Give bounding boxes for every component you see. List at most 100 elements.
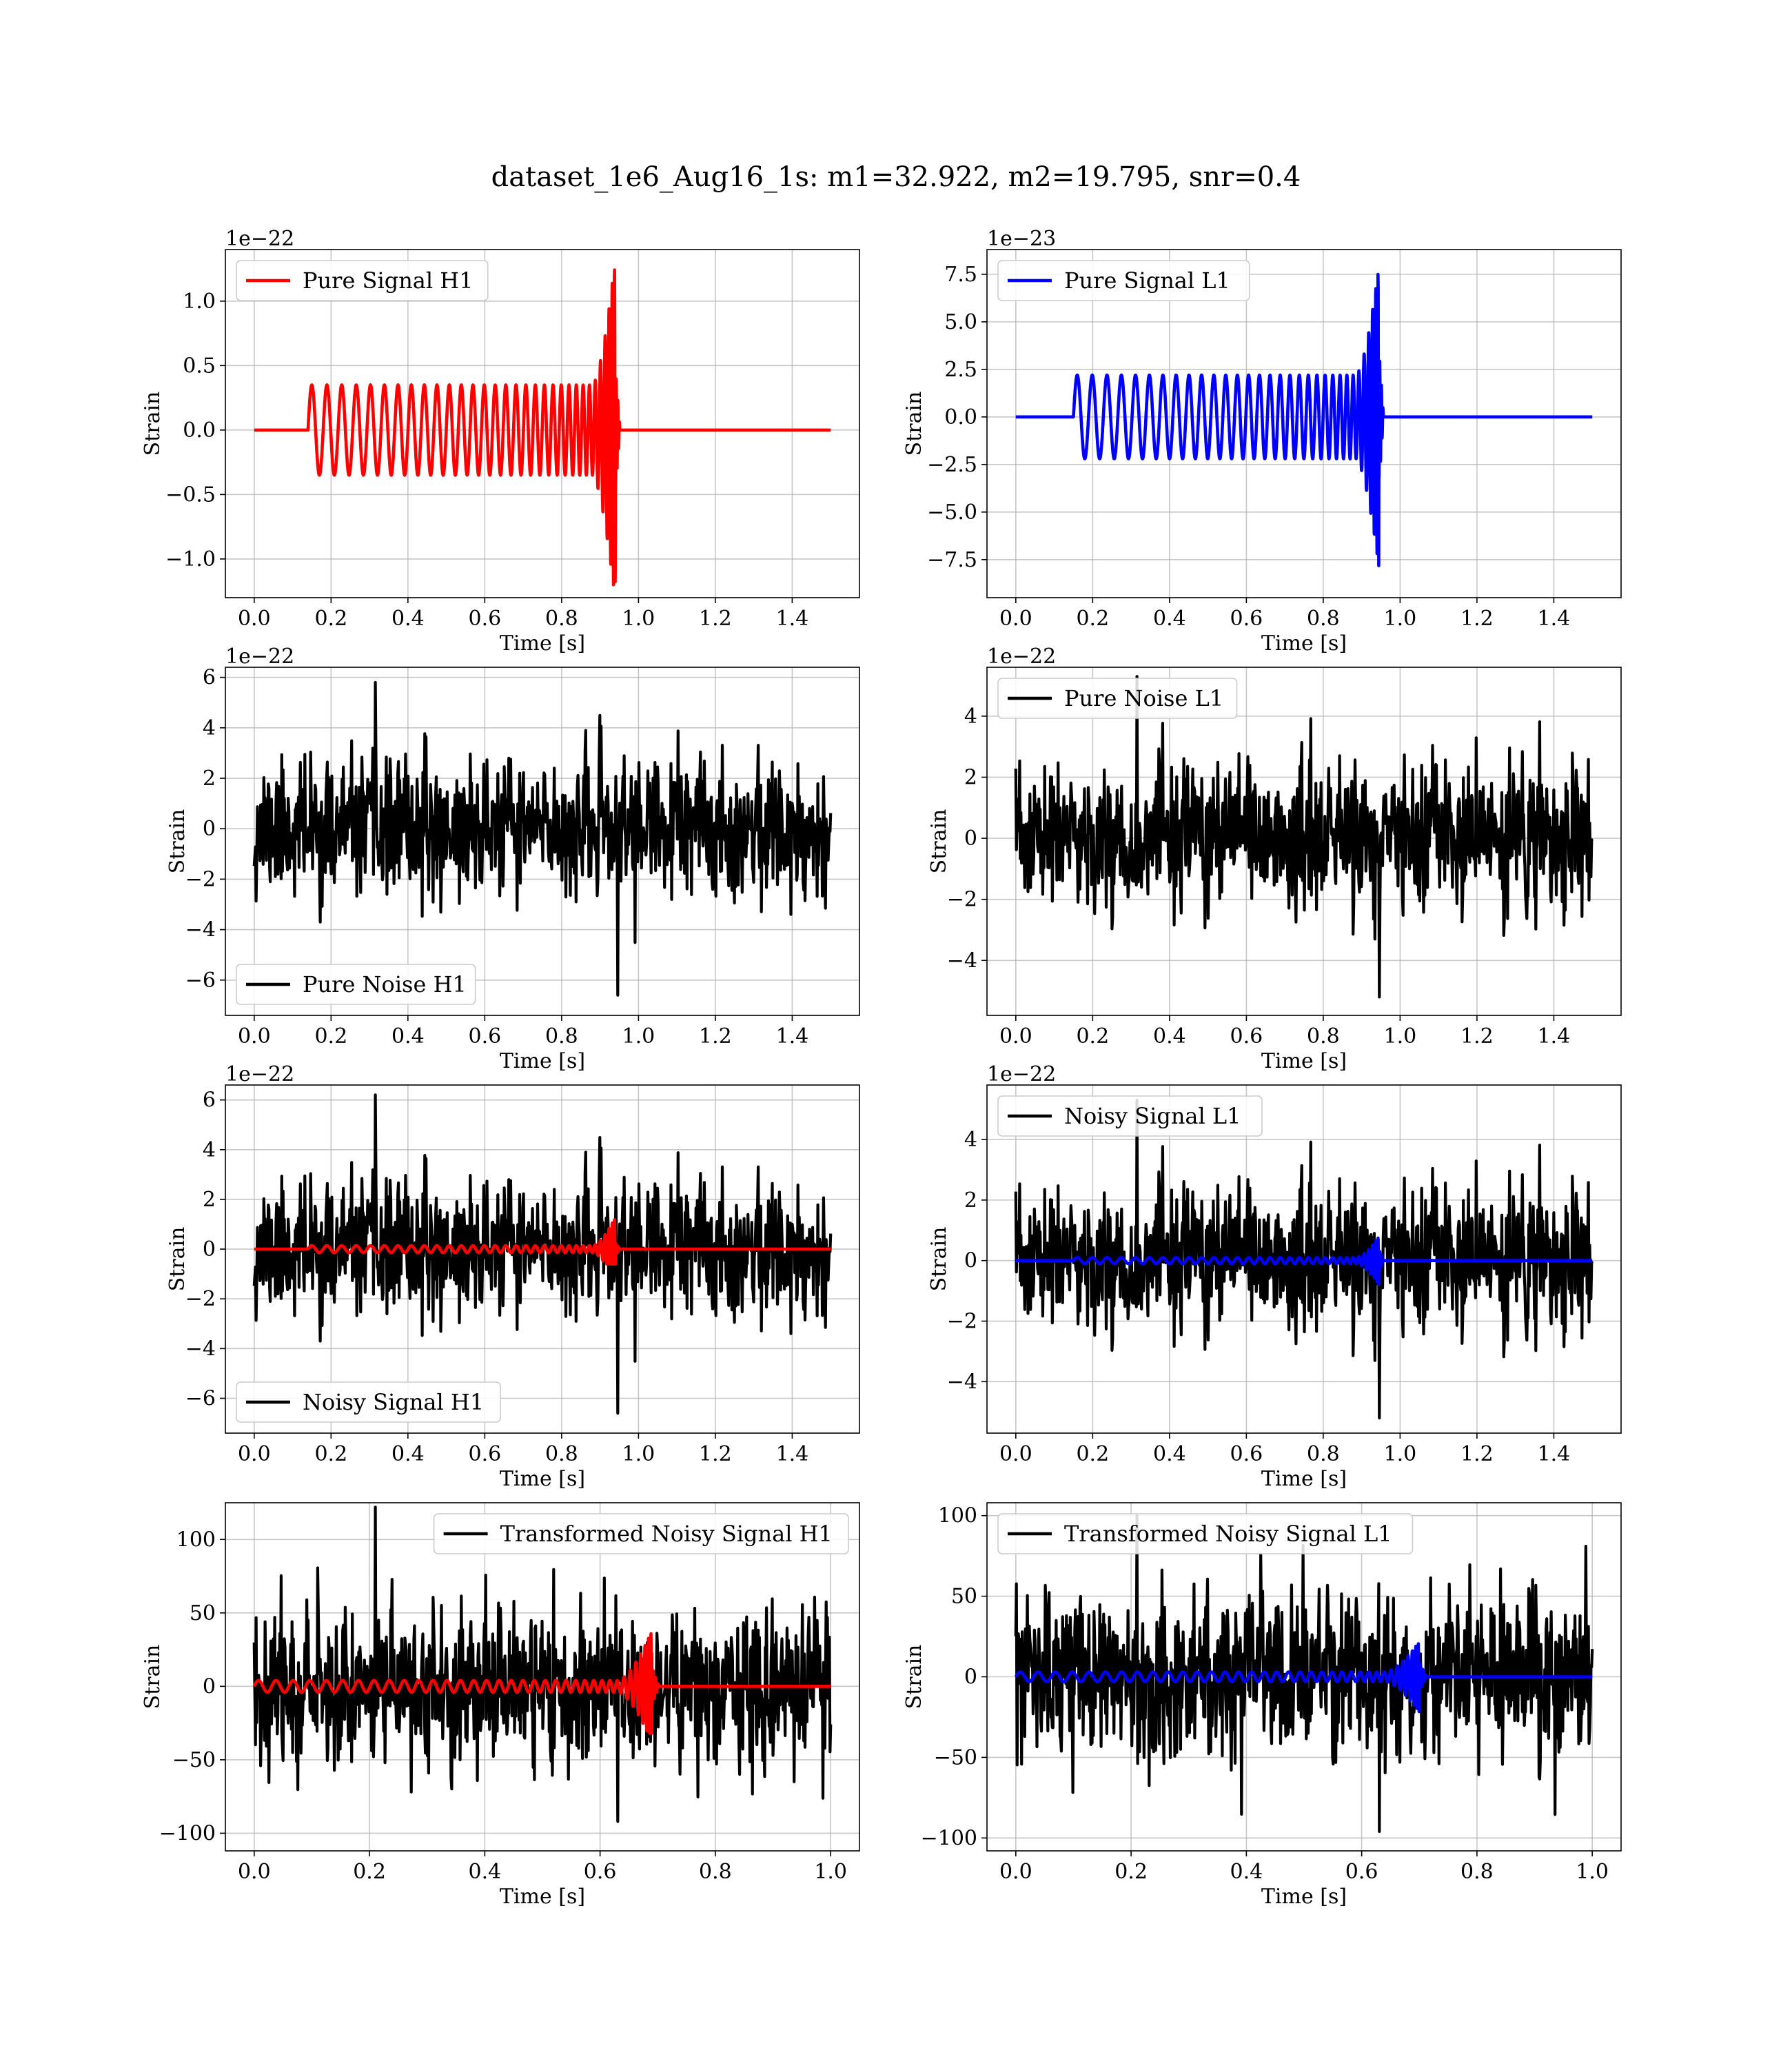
x-tick-label-2: 0.4: [391, 1442, 425, 1466]
subplot-transformed-noisy-signal-l1: 0.0 0.2 0.4 0.6 0.8 1.0 −100 −50 0 50 100 Time [s] S…: [902, 1502, 1622, 1909]
x-tick-label-7: 1.4: [1538, 1024, 1571, 1048]
legend: Pure Noise H1: [236, 964, 476, 1005]
y-tick-label-4: 100: [938, 1504, 977, 1528]
subplot-grid: 0.0 0.2 0.4 0.6 0.8 1.0 1.2 1.4 −1.0 −0.5 0.0 0.5 1.…: [141, 227, 1622, 1909]
y-tick-label-3: 0.5: [183, 354, 216, 378]
series-layer: [1014, 1514, 1594, 1833]
y-tick-label-0: −100: [921, 1826, 977, 1850]
series-layer: [252, 680, 833, 997]
series-line-1: [252, 1632, 833, 1735]
x-tick-label-6: 1.2: [1460, 1442, 1494, 1466]
legend: Pure Signal H1: [236, 260, 489, 301]
legend: Noisy Signal H1: [236, 1381, 501, 1423]
subplot-pure-signal-h1: 0.0 0.2 0.4 0.6 0.8 1.0 1.2 1.4 −1.0 −0.5 0.0 0.5 1.…: [141, 227, 860, 656]
x-tick-label-5: 1.0: [622, 1442, 655, 1466]
y-tick-label-5: 4: [203, 716, 216, 740]
y-tick-label-3: 0.0: [944, 405, 977, 429]
x-tick-label-0: 0.0: [238, 1024, 271, 1048]
y-tick-label-2: 0: [964, 1665, 977, 1690]
x-tick-label-6: 1.2: [1460, 607, 1494, 631]
series-line-0: [1014, 1098, 1594, 1420]
y-tick-label-3: 0: [203, 1237, 216, 1261]
y-tick-label-1: −2: [947, 1310, 977, 1334]
legend-box: [997, 1513, 1414, 1554]
legend-label: Transformed Noisy Signal H1: [500, 1521, 833, 1547]
legend-box: [236, 964, 476, 1005]
x-axis-label: Time [s]: [500, 1049, 585, 1073]
y-axis-label: Strain: [165, 809, 190, 874]
subplot-pure-signal-l1: 0.0 0.2 0.4 0.6 0.8 1.0 1.2 1.4 −7.5 −5.0 −2.5 0.0 2…: [902, 227, 1622, 656]
series-layer: [252, 1506, 833, 1823]
x-tick-label-1: 0.2: [353, 1860, 386, 1884]
y-tick-label-1: −2: [947, 888, 977, 912]
legend-label: Noisy Signal L1: [1064, 1103, 1241, 1129]
series-layer: [1014, 272, 1594, 567]
x-tick-label-3: 0.6: [1230, 1442, 1263, 1466]
y-tick-label-5: 5.0: [944, 310, 977, 334]
offset-label: 1e−22: [987, 1062, 1056, 1086]
y-tick-label-4: 2.5: [944, 358, 977, 382]
y-tick-label-2: 0: [964, 1249, 977, 1273]
x-tick-label-4: 0.8: [1307, 1024, 1340, 1048]
y-tick-label-1: −50: [172, 1748, 216, 1772]
series-line-0: [1014, 272, 1594, 567]
x-tick-label-0: 0.0: [999, 607, 1032, 631]
series-layer: [252, 268, 833, 587]
x-tick-label-0: 0.0: [238, 1860, 271, 1884]
x-tick-label-5: 1.0: [1384, 1442, 1417, 1466]
axes-frame: [225, 1502, 860, 1852]
y-tick-label-1: −4: [185, 918, 216, 942]
x-tick-label-1: 0.2: [1076, 607, 1109, 631]
x-tick-label-7: 1.4: [1538, 1442, 1571, 1466]
y-tick-label-0: −4: [947, 1370, 977, 1394]
x-tick-label-0: 0.0: [238, 1442, 271, 1466]
x-axis-label: Time [s]: [1261, 631, 1347, 656]
y-tick-label-2: −2.5: [927, 453, 977, 477]
y-tick-label-1: −5.0: [927, 500, 977, 525]
x-axis-label: Time [s]: [500, 631, 585, 656]
x-tick-label-5: 1.0: [622, 607, 655, 631]
x-tick-label-2: 0.4: [1153, 607, 1186, 631]
axes-frame: [986, 249, 1622, 598]
legend: Noisy Signal L1: [997, 1095, 1263, 1137]
offset-label: 1e−22: [225, 227, 294, 251]
x-tick-label-1: 0.2: [314, 1442, 347, 1466]
x-axis-label: Time [s]: [1261, 1467, 1347, 1491]
x-tick-label-5: 1.0: [622, 1024, 655, 1048]
series-line-0: [252, 680, 833, 997]
y-axis-label: Strain: [141, 392, 165, 456]
x-tick-label-0: 0.0: [999, 1860, 1032, 1884]
x-tick-label-7: 1.4: [776, 1024, 809, 1048]
x-tick-label-3: 0.6: [469, 1442, 502, 1466]
y-tick-label-2: 0.0: [183, 418, 216, 443]
y-tick-label-2: 0: [203, 1674, 216, 1699]
x-tick-label-2: 0.4: [469, 1860, 502, 1884]
x-tick-label-1: 0.2: [1114, 1860, 1148, 1884]
y-axis-label: Strain: [927, 1227, 951, 1292]
y-tick-label-6: 6: [203, 666, 216, 690]
x-axis-label: Time [s]: [500, 1467, 585, 1491]
offset-label: 1e−22: [987, 645, 1056, 669]
offset-label: 1e−22: [225, 645, 294, 669]
legend-label: Pure Noise L1: [1064, 685, 1223, 711]
y-tick-label-3: 2: [964, 1188, 977, 1213]
y-axis-label: Strain: [902, 1645, 926, 1710]
axes-frame: [225, 1084, 860, 1434]
x-tick-label-1: 0.2: [1076, 1442, 1109, 1466]
x-tick-label-6: 1.2: [699, 607, 732, 631]
x-tick-label-1: 0.2: [314, 607, 347, 631]
x-tick-label-2: 0.4: [1153, 1442, 1186, 1466]
x-tick-label-0: 0.0: [999, 1442, 1032, 1466]
y-tick-label-4: 2: [203, 1188, 216, 1212]
axes-frame: [225, 249, 860, 598]
x-tick-label-1: 0.2: [1076, 1024, 1109, 1048]
x-tick-label-4: 0.8: [545, 1024, 578, 1048]
series-layer: [252, 1093, 833, 1415]
offset-label: 1e−23: [987, 227, 1056, 251]
y-axis-label: Strain: [165, 1227, 190, 1292]
y-tick-label-1: −4: [185, 1337, 216, 1361]
x-tick-label-3: 0.6: [469, 607, 502, 631]
x-tick-label-7: 1.4: [776, 1442, 809, 1466]
x-tick-label-3: 0.6: [469, 1024, 502, 1048]
